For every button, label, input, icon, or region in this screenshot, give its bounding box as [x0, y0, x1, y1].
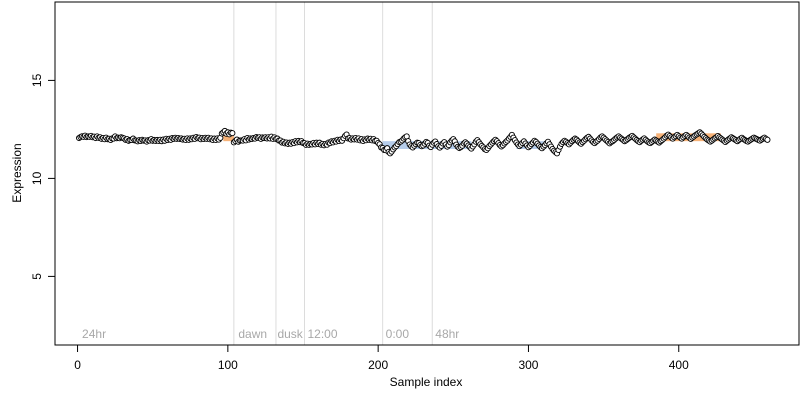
x-tick-label: 0 [74, 358, 81, 372]
x-axis: 0 100 200 300 400 [74, 344, 689, 372]
section-labels: 24hr dawn dusk 12:00 0:00 48hr [82, 327, 459, 341]
plot-frame [54, 1, 800, 346]
y-tick-label: 10 [30, 171, 44, 185]
section-label: 12:00 [308, 327, 338, 341]
data-point [764, 136, 771, 143]
section-label: 48hr [435, 327, 459, 341]
section-dividers [233, 2, 433, 345]
section-label: 24hr [82, 327, 106, 341]
section-label: dusk [277, 327, 303, 341]
y-axis: 5 10 15 [30, 73, 56, 280]
data-point [229, 130, 236, 137]
data-points [75, 127, 771, 157]
x-axis-title: Sample index [390, 375, 463, 389]
x-tick-label: 400 [669, 358, 689, 372]
section-label: dawn [238, 327, 267, 341]
section-label: 0:00 [386, 327, 410, 341]
x-tick-label: 300 [518, 358, 538, 372]
y-axis-title: Expression [10, 143, 24, 202]
y-tick-label: 5 [30, 273, 44, 280]
x-tick-label: 100 [218, 358, 238, 372]
x-tick-label: 200 [368, 358, 388, 372]
y-tick-label: 15 [30, 73, 44, 87]
